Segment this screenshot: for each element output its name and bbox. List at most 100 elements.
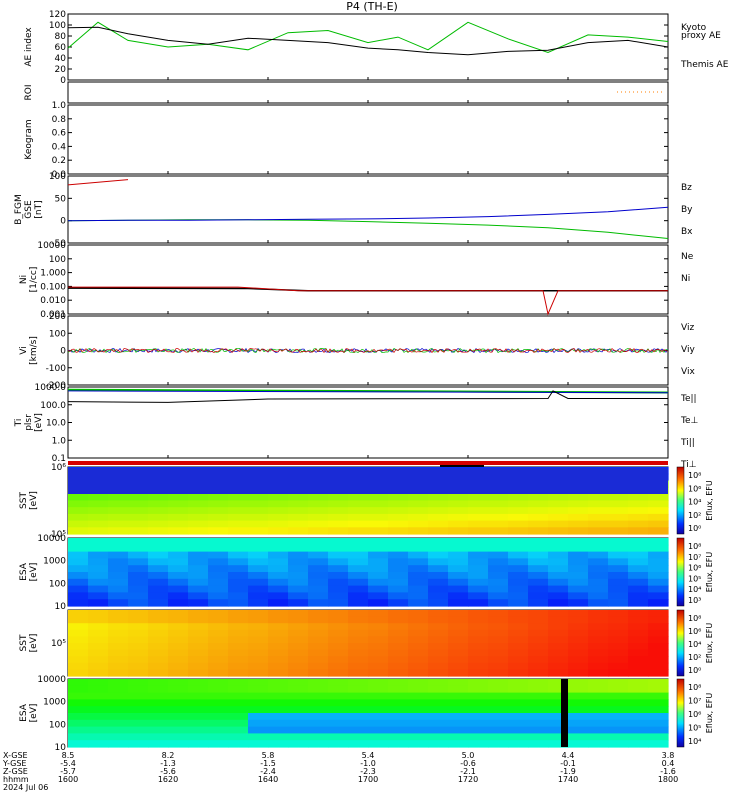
spectrogram-cell — [648, 713, 669, 721]
spectrogram-cell — [248, 599, 269, 607]
spectrogram-cell — [348, 507, 369, 515]
spectrogram-cell — [428, 572, 449, 580]
spectrogram-cell — [588, 572, 609, 580]
spectrogram-cell — [468, 565, 489, 573]
x-col-z: -1.9 — [560, 767, 576, 776]
spectrograms — [68, 461, 669, 748]
colorbar-label-text: Eflux, EFU — [705, 693, 714, 734]
spectrogram-cell — [588, 719, 609, 728]
spectrogram-cell — [648, 623, 669, 631]
x-col-z: -2.4 — [260, 767, 276, 776]
spectrogram-cell — [568, 679, 589, 687]
spectrogram-cell — [268, 733, 289, 741]
spectrogram-cell — [288, 643, 309, 651]
spectrogram-cell — [108, 544, 129, 553]
spectrogram-cell — [388, 616, 409, 624]
x-col-t: 1600 — [58, 775, 78, 784]
spectrogram-cell — [328, 551, 349, 559]
spectrogram-cell — [508, 538, 529, 546]
spectrogram-cell — [228, 578, 249, 587]
spectrogram-cell — [128, 527, 149, 535]
spectrogram-cell — [408, 719, 429, 728]
spectrogram-cell — [428, 585, 449, 593]
spectrogram-cell — [228, 643, 249, 651]
spectrogram-cell — [348, 706, 369, 714]
spectrogram-cell — [288, 726, 309, 734]
spectrogram-cell — [208, 719, 229, 728]
spectrogram-cell — [628, 726, 649, 734]
spectrogram-cell — [528, 500, 549, 508]
spectrogram-cell — [548, 719, 569, 728]
spectrogram-cell — [428, 740, 449, 748]
y-axis-label-sste: SST [eV] — [19, 491, 39, 510]
spectrogram-cell — [648, 592, 669, 600]
spectrogram-cell — [308, 699, 329, 707]
y-axis-label-ni: Ni [1/cc] — [19, 267, 39, 293]
spectrogram-cell — [408, 623, 429, 631]
spectrogram-cell — [208, 507, 229, 515]
spectrogram-cell — [268, 610, 289, 618]
spectrogram-cell — [368, 520, 389, 528]
spectrogram-cell — [408, 629, 429, 637]
spectrogram-cell — [208, 623, 229, 631]
spectrogram-cell — [468, 493, 489, 502]
colorbar-label: Eflux, EFU — [705, 480, 714, 521]
spectrogram-cell — [88, 706, 109, 714]
colorbar-tick: 10⁸ — [688, 614, 701, 623]
spectrogram-cell — [108, 500, 129, 508]
spectrogram-cell — [228, 713, 249, 721]
spectrogram-cell — [568, 649, 589, 657]
y-tick-label: 20 — [55, 65, 67, 75]
spectrogram-cell — [228, 610, 249, 618]
spectrogram-cell — [88, 565, 109, 573]
ae-line-kyoto — [67, 21, 669, 54]
spectrogram-cell — [528, 669, 549, 677]
spectrogram-cell — [368, 572, 389, 580]
spectrogram-cell — [388, 733, 409, 741]
spectrogram-cell — [168, 740, 189, 748]
spectrogram-cell — [368, 558, 389, 566]
spectrogram-cell — [308, 726, 329, 734]
spectrogram-cell — [148, 493, 169, 502]
spectrogram-cell — [368, 513, 389, 522]
spectrogram-cell — [88, 592, 109, 600]
spectrogram-cell — [408, 616, 429, 624]
spectrogram-cell — [248, 643, 269, 651]
spectrogram-cell — [408, 656, 429, 664]
spectrogram-cell — [528, 629, 549, 637]
spectrogram-cell — [488, 493, 509, 502]
spectrogram-cell — [88, 692, 109, 700]
spectrogram-cell — [388, 500, 409, 508]
spectrogram-cell — [368, 544, 389, 553]
spectrogram-cell — [328, 565, 349, 573]
spectrogram-cell — [288, 544, 309, 553]
spectrogram-cell — [588, 551, 609, 559]
spectrogram-cell — [368, 610, 389, 618]
spectrogram-cell — [248, 527, 269, 535]
spectrogram-cell — [128, 740, 149, 748]
spectrogram-cell — [68, 592, 89, 600]
spectrogram-cell — [328, 578, 349, 587]
spectrogram-cell — [448, 500, 469, 508]
colorbar — [676, 678, 685, 748]
spectrogram-cell — [68, 669, 89, 677]
spectrogram-cell — [588, 538, 609, 546]
spectrogram-cell — [68, 544, 89, 553]
spectrogram-cell — [548, 713, 569, 721]
spectrogram-cell — [288, 669, 309, 677]
spectrogram-cell — [368, 726, 389, 734]
x-col-z: -2.1 — [460, 767, 476, 776]
spectrogram-cell — [268, 726, 289, 734]
spectrogram-cell — [108, 578, 129, 587]
spectrogram-cell — [628, 527, 649, 535]
spectrogram-cell — [68, 636, 89, 644]
spectrogram-cell — [588, 726, 609, 734]
spectrogram-cell — [348, 513, 369, 522]
spectrogram-cell — [368, 493, 389, 502]
spectrogram-cell — [568, 685, 589, 694]
spectrogram-cell — [528, 538, 549, 546]
spectrogram-cell — [128, 636, 149, 644]
spectrogram-cell — [88, 679, 109, 687]
spectrogram-cell — [188, 544, 209, 553]
spectrogram-cell — [548, 507, 569, 515]
